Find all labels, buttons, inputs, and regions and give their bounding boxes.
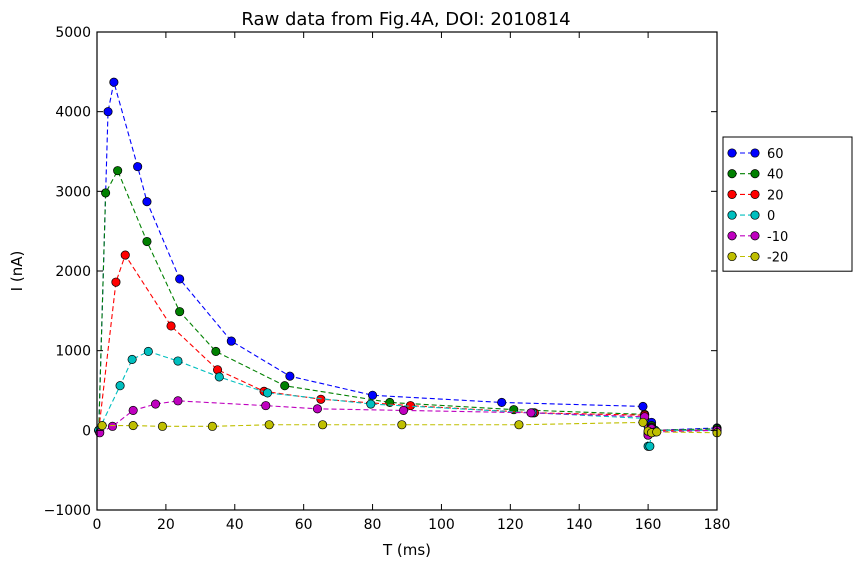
data-point-20 [120,250,130,260]
data-point-40 [113,166,123,176]
x-tick-label: 120 [497,517,524,533]
legend-item-60: 60 [727,147,784,162]
data-point--10 [526,408,536,418]
legend-item--10: -10 [727,230,788,245]
data-point--10 [128,405,138,415]
data-point-0 [366,399,376,409]
y-tick-label: 0 [82,423,91,439]
legend-label: 40 [767,168,784,183]
legend-label: 60 [767,147,784,162]
data-point-60 [368,390,378,400]
x-tick-label: 100 [428,517,455,533]
legend-marker [727,148,737,158]
chart-title: Raw data from Fig.4A, DOI: 2010814 [241,9,570,30]
x-tick-label: 60 [295,517,313,533]
legend-marker [727,189,737,199]
data-point--10 [173,396,183,406]
x-tick-label: 0 [93,517,102,533]
data-point-40 [211,346,221,357]
data-point-20 [166,321,176,331]
data-point--10 [312,404,322,414]
legend-item-40: 40 [727,168,784,183]
series-line-40 [98,169,718,435]
data-point-0 [143,346,153,357]
y-tick-label: 3000 [55,184,91,200]
legend-marker [750,148,760,158]
data-point-60 [175,274,185,284]
y-axis-label: I (nA) [8,251,26,292]
y-tick-label: 2000 [55,264,91,280]
data-point--20 [318,420,328,430]
legend-marker [750,189,760,199]
legend-label: -10 [767,230,788,245]
data-point-60 [103,107,113,117]
data-point-60 [109,77,119,87]
data-point--10 [151,399,161,409]
x-tick-label: 80 [364,517,382,533]
data-point--20 [397,420,407,430]
data-point--20 [638,417,648,427]
series--20 [97,417,722,438]
data-point-60 [638,401,648,411]
x-axis-label: T (ms) [382,541,431,559]
legend-label: 20 [767,188,784,203]
data-point--20 [97,421,107,431]
x-tick-label: 40 [226,517,244,533]
data-point-0 [214,372,224,382]
data-point-20 [316,394,326,404]
x-tick-label: 140 [566,517,593,533]
data-point-40 [101,188,111,198]
legend-box [722,136,853,272]
data-point-60 [497,397,507,407]
legend-marker [727,169,737,179]
x-tick-label: 20 [157,517,175,533]
data-point-60 [142,197,152,207]
data-point--10 [261,401,271,411]
data-point-0 [262,388,273,398]
legend-item--20: -20 [727,251,788,266]
y-tick-label: 4000 [55,105,91,121]
y-tick-label: 1000 [55,344,91,360]
legend-item-20: 20 [727,188,784,203]
x-tick-label: 160 [635,517,662,533]
legend-marker [750,169,760,179]
data-point--20 [207,421,217,431]
legend-marker [750,231,760,241]
data-point--20 [128,421,138,431]
legend-marker [727,231,737,241]
legend-marker [727,210,737,220]
data-point--20 [157,421,167,431]
y-tick-label: −1000 [44,503,91,519]
data-point-20 [111,277,121,287]
data-point--20 [514,420,524,430]
data-point-0 [173,356,183,366]
x-axis: 0 20 40 60 80 100 120 140 160 180 [93,32,731,533]
data-point-0 [115,381,125,391]
data-point-40 [142,236,152,247]
data-point-60 [226,336,236,346]
data-point--10 [399,405,409,415]
data-point-40 [280,381,290,391]
data-point-60 [133,162,143,172]
legend-label: 0 [767,209,775,224]
plot-area [97,32,717,510]
legend-marker [750,210,760,220]
legend-marker [750,251,760,262]
data-point-0 [645,441,655,451]
data-point--10 [107,421,118,431]
data-point-0 [127,354,137,364]
x-tick-label: 180 [704,517,731,533]
legend-marker [727,251,737,262]
data-point--20 [652,427,662,437]
data-point--20 [264,420,274,430]
legend-item-0: 0 [727,209,775,224]
data-point-40 [175,307,185,317]
y-tick-label: 5000 [55,25,91,41]
legend: 60 40 20 0 -10 -20 [722,136,853,272]
y-axis: −1000 0 1000 2000 3000 4000 5000 [44,25,717,519]
legend-label: -20 [767,251,788,266]
data-point-60 [285,371,295,381]
